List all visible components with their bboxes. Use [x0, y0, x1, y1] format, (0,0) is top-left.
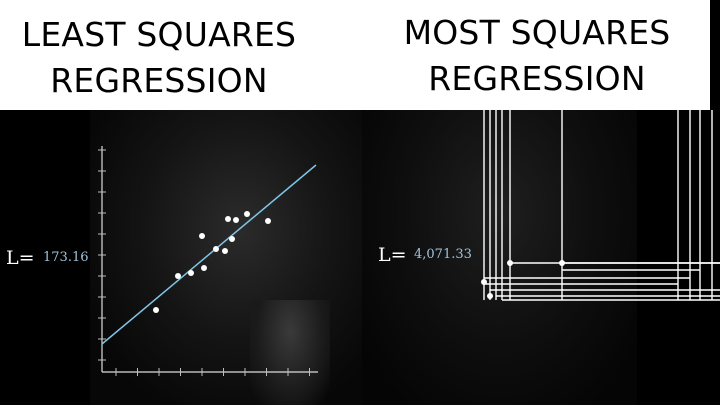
left-title-line-1: LEAST SQUARES	[21, 15, 297, 54]
left-data-point	[233, 217, 239, 223]
left-data-point	[265, 218, 271, 224]
left-title: LEAST SQUARES REGRESSION	[0, 12, 318, 104]
left-data-point	[229, 236, 235, 242]
left-data-point	[201, 265, 207, 271]
right-data-point	[507, 260, 513, 266]
title-banner	[0, 0, 720, 110]
left-background-shirt	[250, 300, 330, 405]
right-data-point	[559, 260, 565, 266]
left-data-point	[199, 233, 205, 239]
right-title-line-2: REGRESSION	[428, 59, 646, 98]
left-plot-ticks	[98, 149, 310, 376]
least-squares-fit-line	[101, 164, 317, 345]
left-data-point	[188, 270, 194, 276]
left-loss-value: 173.16	[43, 250, 89, 265]
left-data-point	[225, 216, 231, 222]
right-loss-label: L=	[378, 244, 407, 266]
right-title: MOST SQUARES REGRESSION	[372, 10, 702, 102]
right-square-edges	[483, 110, 720, 301]
banner-edge	[710, 0, 720, 110]
right-data-points	[481, 260, 565, 299]
left-data-point	[244, 211, 250, 217]
left-data-point	[175, 273, 181, 279]
left-loss-label: L=	[6, 247, 35, 269]
right-data-point	[481, 279, 487, 285]
left-plot-axes	[101, 146, 318, 373]
right-loss-value: 4,071.33	[414, 247, 472, 262]
left-data-points	[153, 211, 271, 313]
left-data-point	[153, 307, 159, 313]
right-title-line-1: MOST SQUARES	[403, 13, 671, 52]
left-data-point	[213, 246, 219, 252]
right-background-photo	[362, 110, 637, 405]
left-title-line-2: REGRESSION	[50, 61, 268, 100]
left-data-point	[222, 248, 228, 254]
right-data-point	[487, 293, 493, 299]
